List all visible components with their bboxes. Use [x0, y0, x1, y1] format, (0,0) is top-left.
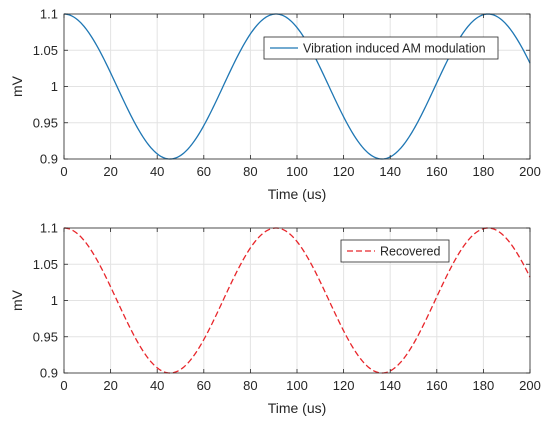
y-tick-label: 1.1	[40, 221, 58, 236]
x-tick-label: 40	[150, 378, 164, 393]
x-tick-label: 200	[519, 378, 541, 393]
x-tick-label: 100	[286, 378, 308, 393]
x-tick-label: 0	[60, 164, 67, 179]
x-tick-label: 20	[103, 378, 117, 393]
x-tick-label: 140	[379, 378, 401, 393]
y-tick-label: 1.05	[33, 43, 58, 58]
legend: Vibration induced AM modulation	[263, 36, 499, 60]
series-line-1	[63, 227, 531, 374]
x-tick-label: 120	[333, 378, 355, 393]
y-tick-label: 0.9	[40, 366, 58, 381]
y-tick-label: 0.95	[33, 115, 58, 130]
y-tick-label: 1	[51, 79, 58, 94]
x-tick-label: 120	[333, 164, 355, 179]
x-tick-label: 0	[60, 378, 67, 393]
chart-panel-1: 0 20 40 60 80 100 120 140 160 180 200 0.9 0.95 1 1.05 1…	[9, 7, 541, 203]
x-tick-label: 40	[150, 164, 164, 179]
legend-box	[263, 36, 499, 60]
x-tick-label: 80	[243, 164, 257, 179]
x-tick-label: 180	[473, 164, 495, 179]
chart-panel-2: 0 20 40 60 80 100 120 140 160 180 200 0.9 0.95 1 1.05 1…	[9, 221, 541, 417]
x-tick-label: 200	[519, 164, 541, 179]
x-tick-label: 20	[103, 164, 117, 179]
x-axis-label: Time (us)	[268, 186, 327, 202]
x-tick-label: 100	[286, 164, 308, 179]
x-tick-label: 60	[197, 164, 211, 179]
x-tick-label: 60	[197, 378, 211, 393]
x-tick-label: 180	[473, 378, 495, 393]
legend: Recovered	[340, 239, 450, 263]
legend-label: Vibration induced AM modulation	[303, 42, 486, 56]
x-tick-label: 140	[379, 164, 401, 179]
y-axis-label: mV	[9, 75, 25, 97]
y-axis-label: mV	[9, 289, 25, 311]
x-tick-label: 160	[426, 378, 448, 393]
y-tick-label: 1.05	[33, 257, 58, 272]
x-tick-label: 160	[426, 164, 448, 179]
x-tick-label: 80	[243, 378, 257, 393]
y-tick-label: 1	[51, 293, 58, 308]
y-tick-label: 0.9	[40, 152, 58, 167]
y-tick-label: 0.95	[33, 329, 58, 344]
x-axis-label: Time (us)	[268, 400, 327, 416]
legend-label: Recovered	[380, 245, 440, 259]
legend-box	[340, 239, 450, 263]
y-tick-label: 1.1	[40, 7, 58, 22]
